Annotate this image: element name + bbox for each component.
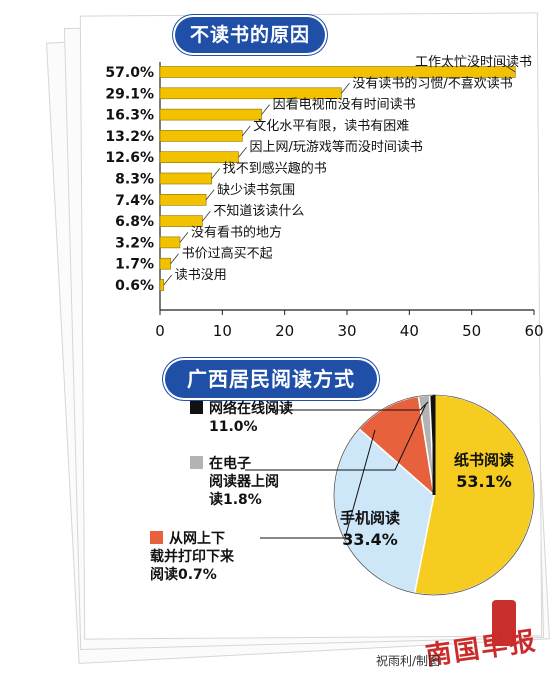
value-label: 12.6% [105, 150, 154, 166]
leader-line [261, 104, 270, 115]
pie-chart-title: 广西居民阅读方式 [165, 360, 377, 398]
legend-label: 网络在线阅读 [209, 401, 293, 417]
x-tick-label: 10 [213, 322, 232, 340]
x-tick-label: 60 [524, 322, 543, 340]
category-label: 因上网/玩游戏等而没时间读书 [250, 139, 423, 155]
category-label: 缺少读书氛围 [217, 183, 295, 198]
connector-line [270, 401, 429, 411]
value-label: 1.7% [115, 257, 154, 273]
x-tick-label: 0 [155, 322, 165, 340]
leader-line [241, 125, 251, 137]
category-label: 没有看书的地方 [191, 224, 282, 240]
x-tick-label: 50 [462, 322, 481, 340]
category-label: 因看电视而没有时间读书 [273, 97, 416, 113]
bar-chart-title: 不读书的原因 [175, 17, 325, 53]
bar [159, 215, 203, 227]
leader-line [205, 189, 215, 201]
value-label: 3.2% [115, 235, 154, 251]
legend-value: 读1.8% [209, 492, 262, 508]
category-label: 书价过高买不起 [182, 246, 273, 262]
category-label: 不知道该读什么 [213, 203, 304, 219]
legend-label: 阅读器上阅 [209, 474, 279, 490]
leader-line [179, 232, 189, 243]
x-tick-label: 40 [400, 322, 419, 340]
category-label: 工作太忙没时间读书 [415, 55, 532, 70]
value-label: 7.4% [115, 193, 154, 209]
value-label: 8.3% [115, 172, 154, 188]
value-label: 57.0% [105, 65, 154, 81]
bar-chart: 0 10 20 30 40 50 60 57.0% 工作太忙没时间读书 29.1% 没有读书的习惯/… [105, 55, 543, 340]
leader-line [341, 83, 350, 94]
leader-line [170, 253, 179, 264]
x-tick-label: 30 [337, 322, 356, 340]
leader-line [211, 168, 221, 179]
legend-swatch-gray [190, 456, 203, 469]
leader-line [238, 146, 247, 158]
legend-label: 从网上下 [169, 531, 225, 547]
legend-swatch-black [190, 401, 203, 414]
value-label: 16.3% [105, 108, 154, 124]
legend-value: 阅读0.7% [150, 567, 217, 583]
legend-swatch-orange [150, 531, 163, 544]
slice-value-label: 53.1% [456, 472, 512, 491]
legend-download-print: 从网上下 载并打印下来 阅读0.7% [150, 530, 234, 584]
credit: 祝雨利/制图 [376, 654, 441, 668]
legend-online-reading: 网络在线阅读 11.0% [190, 400, 293, 436]
value-label: 13.2% [105, 129, 154, 145]
category-label: 找不到感兴趣的书 [223, 161, 327, 177]
category-label: 读书没用 [175, 268, 227, 283]
red-ornament-icon [492, 600, 516, 646]
value-label: 0.6% [115, 278, 154, 294]
leader-line [202, 210, 211, 222]
slice-label: 手机阅读 [340, 509, 400, 527]
legend-ereader: 在电子 阅读器上阅 读1.8% [190, 455, 279, 509]
leader-line [163, 274, 173, 286]
connector-line [245, 403, 427, 471]
connector-line [260, 429, 376, 539]
value-label: 6.8% [115, 214, 154, 230]
category-label: 文化水平有限，读书有困难 [253, 119, 409, 134]
value-label: 29.1% [105, 86, 154, 102]
x-tick-label: 20 [275, 322, 294, 340]
legend-label: 在电子 [209, 456, 251, 472]
legend-label: 载并打印下来 [150, 549, 234, 565]
slice-label: 纸书阅读 [454, 451, 514, 469]
category-label: 没有读书的习惯/不喜欢读书 [352, 75, 512, 91]
legend-value: 11.0% [209, 419, 258, 435]
leader-line [499, 61, 516, 73]
slice-value-label: 33.4% [342, 530, 398, 549]
